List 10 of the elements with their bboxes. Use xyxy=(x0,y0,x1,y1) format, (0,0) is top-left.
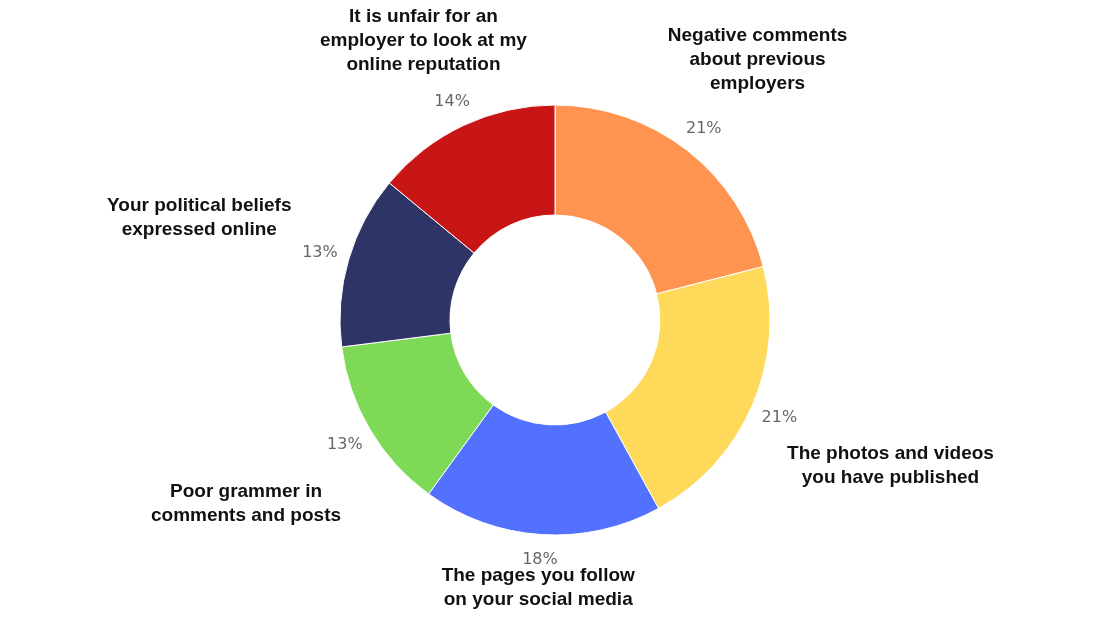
data-label: 13% xyxy=(302,241,338,261)
slice-label: Negative comments about previous employers xyxy=(667,23,848,93)
data-label: 21% xyxy=(685,118,722,138)
data-label: 21% xyxy=(761,407,798,427)
data-label: 13% xyxy=(327,434,363,454)
slice-label: Your political beliefs expressed online xyxy=(107,193,292,239)
slice-label: Poor grammer in comments and posts xyxy=(150,479,342,525)
data-label: 14% xyxy=(434,91,470,111)
slice-label: It is unfair for an employer to look at my online reputation xyxy=(319,5,528,75)
slice-label: The photos and videos you have published xyxy=(787,442,994,488)
